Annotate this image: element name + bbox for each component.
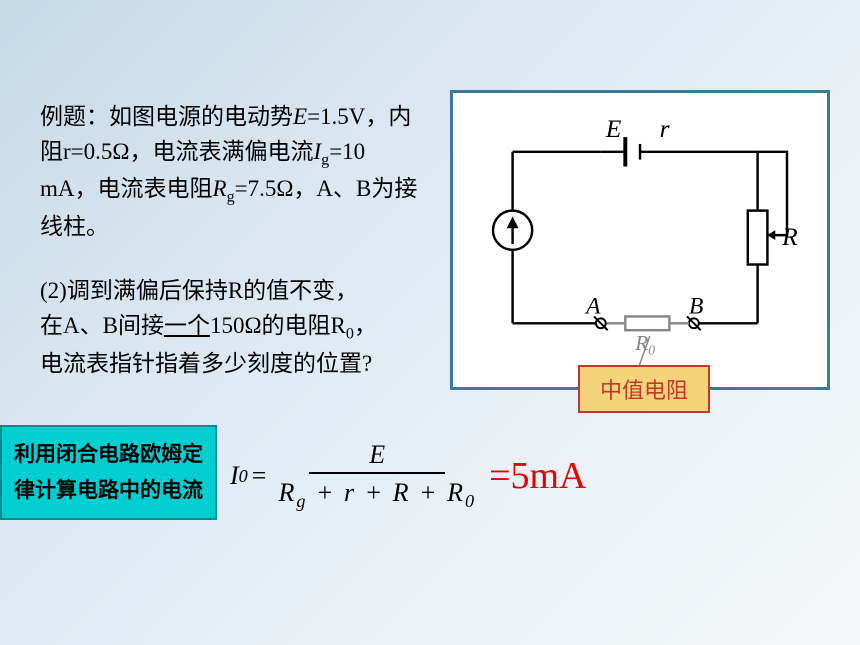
- denominator: Rg + r + R + R0: [278, 474, 476, 512]
- Ig-subscript: g: [321, 151, 329, 168]
- hint-box: 利用闭合电路欧姆定 律计算电路中的电流: [0, 425, 217, 520]
- q-R0-var: R: [331, 313, 346, 338]
- q-line3: 电流表指针指着多少刻度的位置?: [40, 351, 372, 376]
- circuit-R0-label: R0: [634, 331, 655, 358]
- circuit-E-label: E: [605, 114, 622, 143]
- Ig-value: =10: [329, 139, 365, 164]
- fraction: E Rg + r + R + R0: [278, 440, 476, 512]
- q-line2b: 150Ω的电阻: [210, 313, 331, 338]
- E-variable: E: [293, 104, 307, 129]
- q-R-var: R: [228, 278, 243, 303]
- Rg-variable: R: [213, 176, 227, 201]
- Ig-variable: I: [313, 139, 321, 164]
- Rg-value: =7.5Ω，A、B为: [235, 176, 395, 201]
- circuit-svg: E r R A B R0: [453, 93, 827, 387]
- q-prefix: (2)调到满偏后保持: [40, 278, 228, 303]
- E-value: =1.5V，: [307, 104, 388, 129]
- result: =5mA: [489, 454, 586, 498]
- q-mid1: 的值不变，: [243, 278, 358, 303]
- Rg-subscript: g: [227, 189, 235, 206]
- q-R0-sub: 0: [346, 326, 354, 343]
- formula-I0-sub: 0: [239, 466, 248, 487]
- equals-1: =: [252, 461, 267, 491]
- circuit-diagram: E r R A B R0: [450, 90, 830, 390]
- q-comma: ，: [354, 313, 377, 338]
- formula-I0: I: [230, 461, 239, 491]
- hint-line2: 律计算电路中的电流: [14, 473, 203, 509]
- numerator: E: [309, 440, 445, 474]
- formula: I0 = E Rg + r + R + R0 =5mA: [230, 440, 587, 512]
- q-line2a: 在A、B间接: [40, 313, 164, 338]
- circuit-R-label: R: [781, 222, 798, 251]
- median-resistance-label: 中值电阻: [578, 365, 710, 413]
- problem-line1-prefix: 例题：如图电源的电动势: [40, 104, 293, 129]
- q-underlined: 一个: [164, 313, 210, 338]
- question-text: (2)调到满偏后保持R的值不变， 在A、B间接一个150Ω的电阻R0， 电流表指…: [40, 274, 440, 381]
- problem-statement: 例题：如图电源的电动势E=1.5V，内阻r=0.5Ω，电流表满偏电流Ig=10 …: [40, 100, 420, 244]
- circuit-A-label: A: [584, 294, 601, 320]
- circuit-r-label: r: [660, 114, 670, 143]
- circuit-B-label: B: [689, 294, 703, 320]
- hint-line1: 利用闭合电路欧姆定: [14, 437, 203, 473]
- problem-line3-prefix: mA，电流表电阻: [40, 176, 213, 201]
